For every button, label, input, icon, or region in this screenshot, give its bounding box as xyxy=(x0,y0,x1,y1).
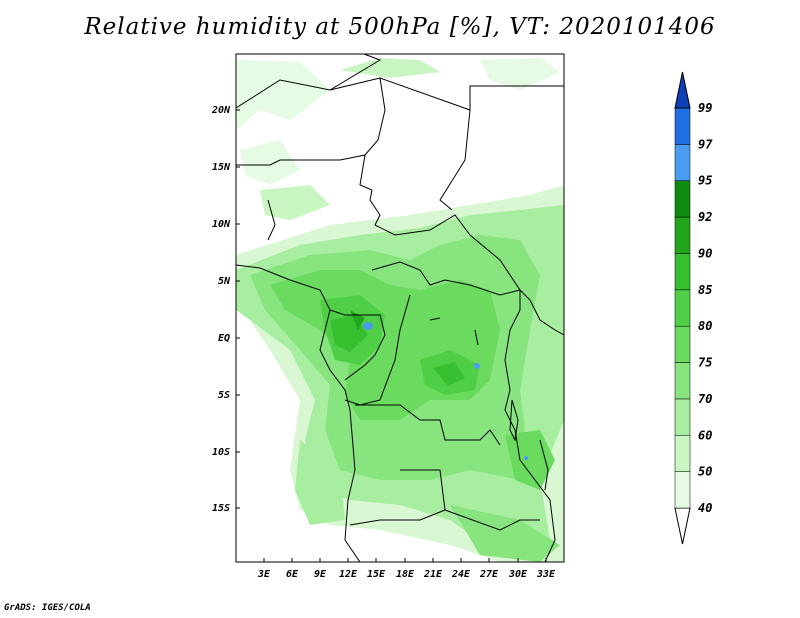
colorbar-segment xyxy=(674,144,691,181)
colorbar-segment xyxy=(674,362,691,400)
lat-tick-5N: 5N xyxy=(218,276,231,287)
map-frame xyxy=(235,53,565,563)
colorbar: 40 50 60 70 75 80 85 90 92 95 97 99 xyxy=(674,71,713,545)
lat-tick-10S: 10S xyxy=(212,447,230,458)
lat-tick-15S: 15S xyxy=(212,503,230,514)
lon-tick-33E: 33E xyxy=(536,569,556,580)
colorbar-label: 95 xyxy=(698,174,712,188)
grads-credit: GrADS: IGES/COLA xyxy=(4,603,91,613)
colorbar-label: 60 xyxy=(698,428,712,442)
lat-tick-15N: 15N xyxy=(212,162,231,173)
lon-tick-12E: 12E xyxy=(339,569,358,580)
colorbar-label: 90 xyxy=(698,246,712,260)
colorbar-label: 80 xyxy=(698,319,712,333)
lon-tick-30E: 30E xyxy=(508,569,528,580)
colorbar-segment xyxy=(674,398,691,436)
country-borders xyxy=(236,54,564,562)
colorbar-segment xyxy=(674,289,691,327)
colorbar-label: 97 xyxy=(698,137,713,151)
colorbar-segment xyxy=(674,435,691,472)
colorbar-lower-extension xyxy=(674,507,691,545)
colorbar-upper-extension xyxy=(674,71,691,109)
lat-tick-5S: 5S xyxy=(218,390,230,401)
colorbar-label: 70 xyxy=(698,392,712,406)
colorbar-segment xyxy=(674,180,691,218)
lon-tick-27E: 27E xyxy=(479,569,499,580)
colorbar-segment xyxy=(674,216,691,254)
humidity-field xyxy=(236,54,564,562)
lon-tick-21E: 21E xyxy=(423,569,443,580)
lon-axis: 3E 6E 9E 12E 15E 18E 21E 24E 27E 30E 33E xyxy=(257,558,556,580)
lon-tick-6E: 6E xyxy=(286,569,299,580)
map-title: Relative humidity at 500hPa [%], VT: 202… xyxy=(84,14,716,40)
lat-tick-EQ: EQ xyxy=(218,333,230,344)
colorbar-segment xyxy=(674,325,691,363)
colorbar-label: 92 xyxy=(698,210,712,224)
lon-tick-24E: 24E xyxy=(451,569,471,580)
lon-tick-15E: 15E xyxy=(367,569,386,580)
colorbar-label: 99 xyxy=(698,101,712,115)
colorbar-segment xyxy=(674,253,691,291)
colorbar-segment xyxy=(674,471,691,509)
lon-tick-3E: 3E xyxy=(257,569,271,580)
colorbar-segment xyxy=(674,107,691,145)
lat-tick-20N: 20N xyxy=(211,105,231,116)
lon-tick-9E: 9E xyxy=(314,569,327,580)
lat-axis: 20N 15N 10N 5N EQ 5S 10S 15S xyxy=(211,105,240,514)
colorbar-label: 75 xyxy=(698,356,712,370)
colorbar-label: 50 xyxy=(698,465,712,479)
colorbar-label: 85 xyxy=(698,283,712,297)
lat-tick-10N: 10N xyxy=(212,219,231,230)
lon-tick-18E: 18E xyxy=(396,569,415,580)
colorbar-label: 40 xyxy=(698,501,712,515)
